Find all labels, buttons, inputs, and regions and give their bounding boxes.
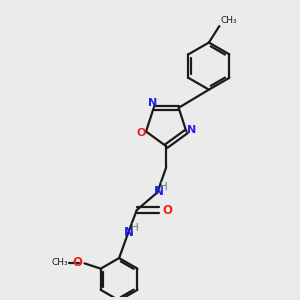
Text: N: N	[148, 98, 157, 108]
Text: N: N	[154, 185, 164, 198]
Text: N: N	[124, 226, 134, 239]
Text: CH₃: CH₃	[221, 16, 237, 25]
Text: H: H	[160, 182, 168, 192]
Text: N: N	[187, 125, 196, 135]
Text: O: O	[136, 128, 146, 138]
Text: O: O	[162, 204, 172, 217]
Text: O: O	[72, 256, 82, 269]
Text: H: H	[130, 223, 138, 233]
Text: CH₃: CH₃	[51, 258, 68, 267]
